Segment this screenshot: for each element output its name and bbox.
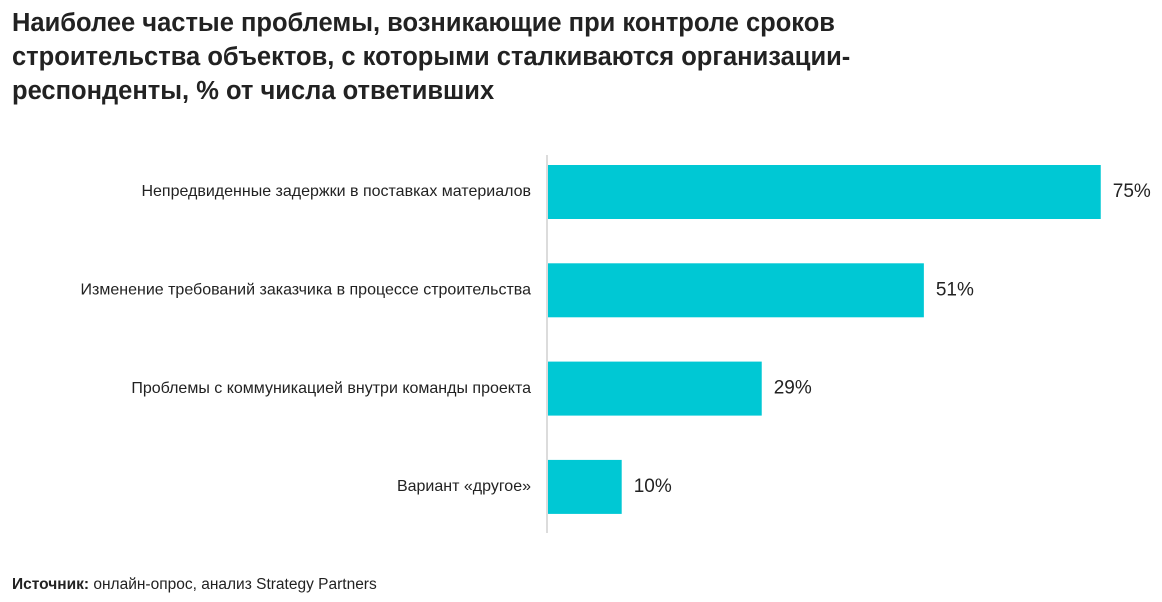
bars-group: Непредвиденные задержки в поставках мате… bbox=[81, 165, 1151, 514]
category-label-0: Непредвиденные задержки в поставках мате… bbox=[141, 183, 531, 200]
bar-1 bbox=[548, 263, 924, 318]
source-text: онлайн-опрос, анализ Strategy Partners bbox=[89, 576, 377, 593]
value-label-3: 10% bbox=[634, 476, 672, 497]
value-label-0: 75% bbox=[1113, 181, 1151, 202]
chart-title: Наиболее частые проблемы, возникающие пр… bbox=[12, 9, 851, 105]
source-note: Источник: онлайн-опрос, анализ Strategy … bbox=[12, 576, 377, 594]
category-label-1: Изменение требований заказчика в процесс… bbox=[81, 282, 532, 299]
bar-3 bbox=[548, 459, 622, 514]
bar-2 bbox=[548, 361, 762, 416]
category-label-3: Вариант «другое» bbox=[397, 478, 531, 495]
value-label-1: 51% bbox=[936, 279, 974, 300]
bar-0 bbox=[548, 165, 1101, 219]
value-label-2: 29% bbox=[774, 378, 812, 399]
source-label: Источник: bbox=[12, 576, 90, 593]
category-label-2: Проблемы с коммуникацией внутри команды … bbox=[131, 380, 531, 397]
